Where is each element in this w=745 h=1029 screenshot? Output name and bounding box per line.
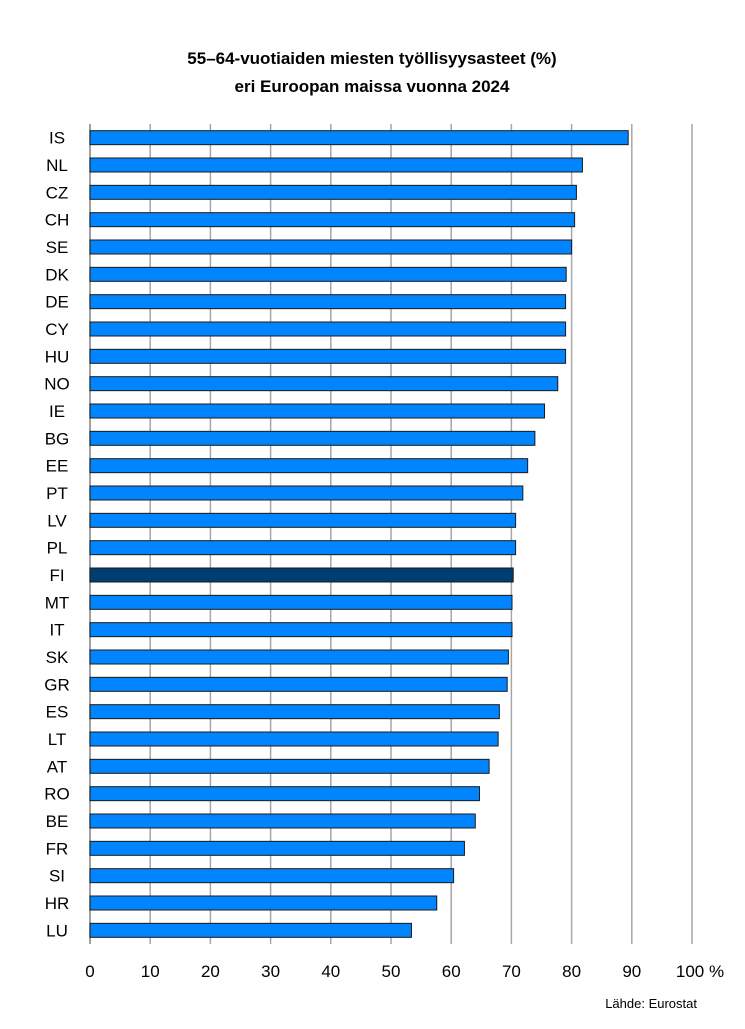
bar-at [89, 758, 490, 774]
y-category-label: HR [45, 894, 70, 913]
x-tick-label: 60 [442, 962, 461, 981]
bar-nl [89, 157, 583, 173]
y-category-label: LV [47, 511, 67, 530]
x-tick-label: 40 [321, 962, 340, 981]
y-category-label: RO [44, 785, 70, 804]
x-tick-label: 50 [382, 962, 401, 981]
y-category-label: BE [46, 812, 69, 831]
x-tick-label: 90 [622, 962, 641, 981]
x-tick-label: 0 [85, 962, 94, 981]
y-category-label: IS [49, 129, 65, 148]
bar-lt [89, 731, 499, 747]
bar-fr [89, 840, 465, 856]
bar-it [89, 622, 513, 638]
x-tick-label: 100 % [676, 962, 724, 981]
chart-title: 55–64-vuotiaiden miesten työllisyysastee… [187, 49, 556, 68]
bar-is [89, 130, 629, 146]
bar-cy [89, 321, 567, 337]
y-category-label: FI [49, 566, 64, 585]
x-tick-label: 20 [201, 962, 220, 981]
source-note: Lähde: Eurostat [605, 996, 697, 1011]
bar-mt [89, 594, 513, 610]
y-category-label: DE [45, 293, 69, 312]
bar-no [89, 376, 559, 392]
y-category-label: FR [46, 839, 69, 858]
y-category-label: IE [49, 402, 65, 421]
chart-subtitle: eri Euroopan maissa vuonna 2024 [235, 77, 510, 96]
y-category-label: NO [44, 375, 70, 394]
y-category-label: SE [46, 238, 69, 257]
bar-pt [89, 485, 524, 501]
y-category-label: GR [44, 675, 70, 694]
x-tick-label: 30 [261, 962, 280, 981]
bar-ie [89, 403, 546, 419]
bar-ch [89, 212, 576, 228]
y-category-label: LT [48, 730, 67, 749]
bar-se [89, 239, 573, 255]
bar-fi [89, 567, 514, 583]
bar-hr [89, 895, 438, 911]
x-tick-label: 10 [141, 962, 160, 981]
y-category-label: DK [45, 265, 69, 284]
y-category-label: CZ [46, 183, 69, 202]
y-category-label: IT [49, 621, 64, 640]
bar-gr [89, 676, 508, 692]
y-category-label: PL [47, 539, 68, 558]
bar-lu [89, 922, 412, 938]
x-tick-label: 70 [502, 962, 521, 981]
bar-sk [89, 649, 509, 665]
y-category-label: EE [46, 457, 69, 476]
bar-bg [89, 430, 536, 446]
y-category-label: ES [46, 703, 69, 722]
y-category-label: BG [45, 429, 70, 448]
y-category-label: SI [49, 867, 65, 886]
bar-ro [89, 786, 480, 802]
y-category-label: HU [45, 347, 70, 366]
bar-cz [89, 184, 577, 200]
y-category-label: CY [45, 320, 69, 339]
y-category-label: MT [45, 593, 70, 612]
x-tick-label: 80 [562, 962, 581, 981]
bar-dk [89, 266, 567, 282]
y-category-label: PT [46, 484, 68, 503]
y-category-label: SK [46, 648, 69, 667]
y-category-label: LU [46, 921, 68, 940]
bar-lv [89, 512, 517, 528]
bar-de [89, 294, 567, 310]
bar-pl [89, 540, 517, 556]
y-category-label: NL [46, 156, 68, 175]
bar-be [89, 813, 476, 829]
bar-si [89, 868, 455, 884]
y-category-label: CH [45, 211, 70, 230]
bar-hu [89, 348, 567, 364]
bar-es [89, 704, 500, 720]
bar-ee [89, 458, 529, 474]
y-category-label: AT [47, 757, 67, 776]
